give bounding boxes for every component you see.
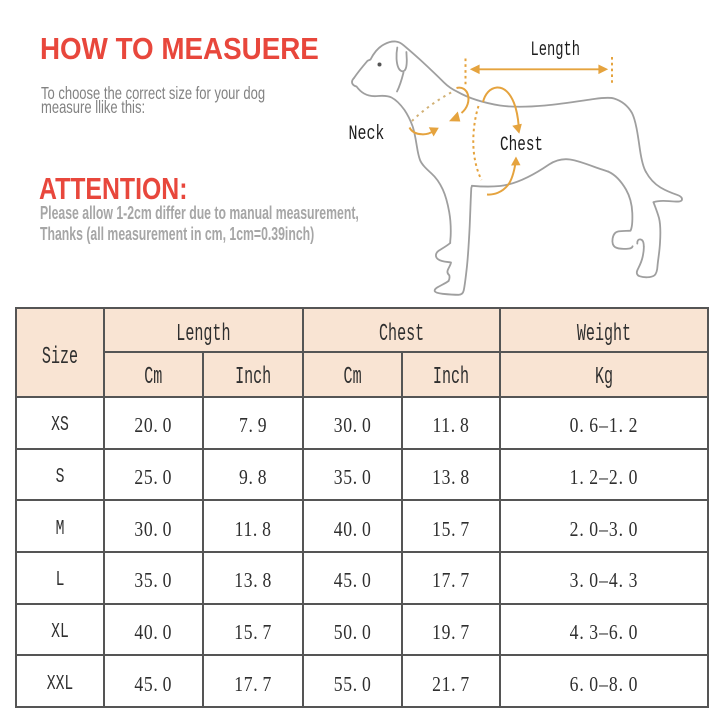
svg-text:Neck: Neck	[349, 123, 385, 146]
svg-text:Chest: Chest	[500, 134, 543, 157]
svg-text:Length: Length	[531, 39, 581, 62]
